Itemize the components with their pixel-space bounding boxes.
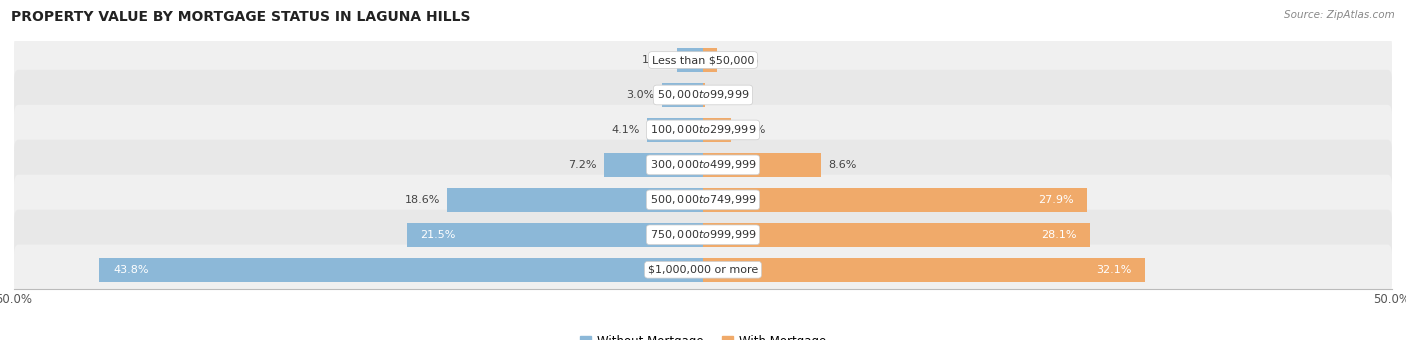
Text: 4.1%: 4.1%	[612, 125, 640, 135]
Text: 0.17%: 0.17%	[713, 90, 748, 100]
Text: 32.1%: 32.1%	[1097, 265, 1132, 275]
Bar	[703, 118, 731, 142]
Bar	[676, 48, 703, 72]
Text: $500,000 to $749,999: $500,000 to $749,999	[650, 193, 756, 206]
Text: $100,000 to $299,999: $100,000 to $299,999	[650, 123, 756, 136]
Text: Source: ZipAtlas.com: Source: ZipAtlas.com	[1284, 10, 1395, 20]
Bar	[703, 48, 717, 72]
Bar	[703, 83, 706, 107]
Bar	[406, 223, 703, 247]
FancyBboxPatch shape	[14, 140, 1392, 190]
Text: 3.0%: 3.0%	[627, 90, 655, 100]
FancyBboxPatch shape	[14, 105, 1392, 155]
FancyBboxPatch shape	[14, 244, 1392, 295]
Text: 21.5%: 21.5%	[420, 230, 456, 240]
Text: 7.2%: 7.2%	[568, 160, 598, 170]
Legend: Without Mortgage, With Mortgage: Without Mortgage, With Mortgage	[575, 330, 831, 340]
Text: $1,000,000 or more: $1,000,000 or more	[648, 265, 758, 275]
Bar	[703, 188, 1087, 212]
FancyBboxPatch shape	[14, 175, 1392, 225]
Bar	[100, 258, 703, 282]
Text: $300,000 to $499,999: $300,000 to $499,999	[650, 158, 756, 171]
Bar	[662, 83, 703, 107]
Bar	[603, 153, 703, 177]
Text: $50,000 to $99,999: $50,000 to $99,999	[657, 88, 749, 101]
FancyBboxPatch shape	[14, 70, 1392, 120]
Text: 0.99%: 0.99%	[724, 55, 759, 65]
Text: Less than $50,000: Less than $50,000	[652, 55, 754, 65]
Text: 18.6%: 18.6%	[405, 195, 440, 205]
Bar	[703, 153, 821, 177]
Text: 27.9%: 27.9%	[1038, 195, 1074, 205]
Text: 2.0%: 2.0%	[738, 125, 766, 135]
FancyBboxPatch shape	[14, 210, 1392, 260]
Bar	[703, 258, 1146, 282]
Bar	[647, 118, 703, 142]
Text: 28.1%: 28.1%	[1040, 230, 1077, 240]
Text: PROPERTY VALUE BY MORTGAGE STATUS IN LAGUNA HILLS: PROPERTY VALUE BY MORTGAGE STATUS IN LAG…	[11, 10, 471, 24]
Text: 1.9%: 1.9%	[641, 55, 669, 65]
Text: 8.6%: 8.6%	[828, 160, 856, 170]
Text: 43.8%: 43.8%	[114, 265, 149, 275]
Bar	[703, 223, 1090, 247]
Text: $750,000 to $999,999: $750,000 to $999,999	[650, 228, 756, 241]
Bar	[447, 188, 703, 212]
FancyBboxPatch shape	[14, 35, 1392, 85]
